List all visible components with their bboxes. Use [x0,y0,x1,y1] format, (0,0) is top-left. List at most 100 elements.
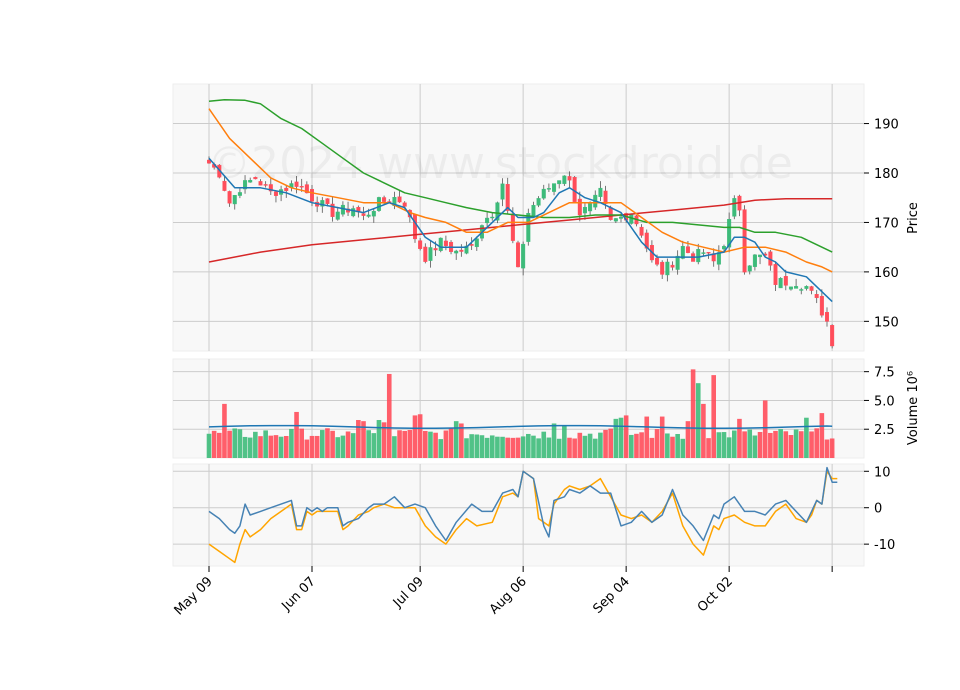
volume-bar [299,428,304,458]
candle-up [541,188,546,199]
volume-bar [304,439,310,458]
volume-bar [237,429,243,458]
candle-down [819,296,824,316]
volume-bar [541,431,547,458]
candle-down [382,197,387,202]
candle-down [459,249,464,252]
watermark-text: ©2024 www.stockdroid.de [207,138,793,189]
candle-up [665,261,670,276]
volume-bar [294,411,299,458]
volume-bar [711,375,716,458]
volume-bar [474,434,480,458]
candle-down [294,181,299,187]
candle-up [794,286,799,289]
volume-bar [464,438,469,458]
volume-bar [639,432,644,458]
volume-bar [325,428,330,458]
volume-bar [695,383,701,458]
volume-bar [587,433,593,458]
volume-bar [716,432,722,458]
candle-up [376,197,381,211]
candle-down [603,190,608,204]
candle-down [299,186,304,188]
candle-up [531,204,536,217]
candle-down [670,264,675,268]
volume-bar [685,421,691,458]
candle-up [335,211,340,220]
volume-bar [258,436,263,458]
candle-down [706,251,711,254]
volume-bar [675,434,680,458]
candle-up [675,255,680,270]
volume-bar [788,435,794,458]
x-tick-label: Oct 02 [695,574,736,615]
volume-bar [459,423,464,458]
volume-bar [567,437,572,458]
volume-bar [804,417,809,458]
price-y-tick-label: 150 [874,315,899,330]
candle-down [206,159,211,164]
volume-bar [783,431,789,458]
volume-bar [253,431,258,458]
volume-y-tick-label: 2.5 [874,423,895,438]
price-y-tick-label: 170 [874,216,899,231]
panel-background-osc [172,463,865,567]
volume-bar [814,428,819,458]
volume-bar [320,430,325,458]
volume-bar [330,430,335,458]
volume-bar [680,438,686,458]
volume-bar [505,437,510,458]
candle-down [325,198,330,204]
candle-down [608,207,613,220]
candle-up [495,202,500,221]
candle-up [588,203,593,212]
volume-bar [335,437,341,458]
volume-bar [402,430,407,458]
candle-down [685,246,690,253]
volume-bar [211,430,217,458]
volume-bar [613,418,619,458]
candle-up [474,238,479,248]
candle-up [438,237,443,251]
candle-up [613,218,618,222]
volume-bar [356,420,361,458]
volume-bar [510,437,516,458]
volume-bar [629,434,634,458]
volume-bar [721,432,727,458]
volume-bar [665,433,670,458]
volume-bar [526,433,531,458]
candle-down [567,176,572,181]
candle-up [557,180,562,185]
volume-bar [428,431,433,458]
candle-up [500,183,505,200]
moving-average-fast-line [208,157,833,303]
volume-bar [495,436,500,458]
volume-bar [366,430,371,458]
volume-bar [690,369,696,458]
volume-bar [737,418,742,458]
volume-bar [206,433,212,458]
volume-bar [345,431,351,458]
volume-bar [793,429,799,458]
candle-down [258,181,263,186]
volume-bar [242,436,248,458]
volume-bar [706,438,711,458]
volume-bar [762,400,768,458]
volume-bar [397,430,402,458]
volume-bar [217,432,222,458]
volume-bar [350,433,356,458]
volume-bar [556,438,562,458]
candle-down [227,191,232,204]
volume-bar [562,425,567,458]
candle-down [814,294,819,299]
candle-up [428,247,433,261]
x-tick-label: Aug 06 [487,574,530,617]
candle-down [469,244,474,246]
volume-bar [423,430,428,458]
volume-bar [752,435,758,458]
volume-bar [289,428,294,458]
candle-up [752,254,757,267]
volume-bar [572,438,577,458]
volume-bar [361,421,366,458]
